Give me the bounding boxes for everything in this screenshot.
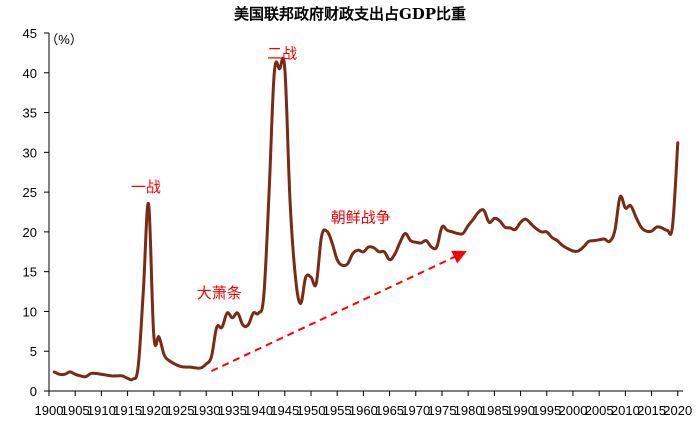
x-tick-label: 1970 — [401, 403, 430, 418]
x-tick-label: 1925 — [166, 403, 195, 418]
trend-arrow-group — [211, 250, 467, 373]
series-line — [52, 56, 680, 382]
y-tick-label: 35 — [23, 106, 37, 121]
x-tick-label: 1930 — [192, 403, 221, 418]
axes: 0510152025303540451900190519101915192019… — [23, 26, 693, 418]
y-tick-label: 10 — [23, 304, 37, 319]
x-tick-label: 1905 — [61, 403, 90, 418]
y-tick-label: 30 — [23, 145, 37, 160]
y-tick-label: 15 — [23, 265, 37, 280]
annotation-label: 二战 — [267, 44, 297, 62]
x-tick-label: 1900 — [35, 403, 64, 418]
x-tick-label: 2020 — [663, 403, 692, 418]
x-tick-label: 1960 — [349, 403, 378, 418]
annotation-label: 大萧条 — [197, 284, 242, 302]
y-unit-label: （%） — [45, 32, 83, 47]
y-tick-label: 45 — [23, 26, 37, 41]
y-tick-label: 25 — [23, 185, 37, 200]
x-tick-label: 1995 — [532, 403, 561, 418]
x-tick-label: 1955 — [323, 403, 352, 418]
y-tick-label: 40 — [23, 66, 37, 81]
chart-title: 美国联邦政府财政支出占GDP比重 — [234, 5, 466, 23]
x-tick-label: 1990 — [506, 403, 535, 418]
x-tick-label: 1985 — [480, 403, 509, 418]
x-tick-label: 1910 — [87, 403, 116, 418]
x-tick-label: 1915 — [113, 403, 142, 418]
x-tick-label: 2010 — [611, 403, 640, 418]
y-tick-label: 0 — [30, 384, 37, 399]
x-tick-label: 1950 — [297, 403, 326, 418]
trend-arrow — [211, 250, 467, 373]
x-tick-label: 2005 — [585, 403, 614, 418]
x-tick-label: 1975 — [428, 403, 457, 418]
annotation-label: 朝鲜战争 — [331, 208, 391, 226]
annotation-label: 一战 — [131, 178, 161, 196]
x-tick-label: 1945 — [270, 403, 299, 418]
x-tick-label: 2015 — [637, 403, 666, 418]
x-tick-label: 1965 — [375, 403, 404, 418]
series-group — [52, 56, 680, 382]
x-tick-label: 1940 — [244, 403, 273, 418]
x-tick-label: 1935 — [218, 403, 247, 418]
y-tick-label: 5 — [30, 344, 37, 359]
y-tick-label: 20 — [23, 225, 37, 240]
x-tick-label: 1980 — [454, 403, 483, 418]
x-tick-label: 2000 — [559, 403, 588, 418]
x-tick-label: 1920 — [139, 403, 168, 418]
